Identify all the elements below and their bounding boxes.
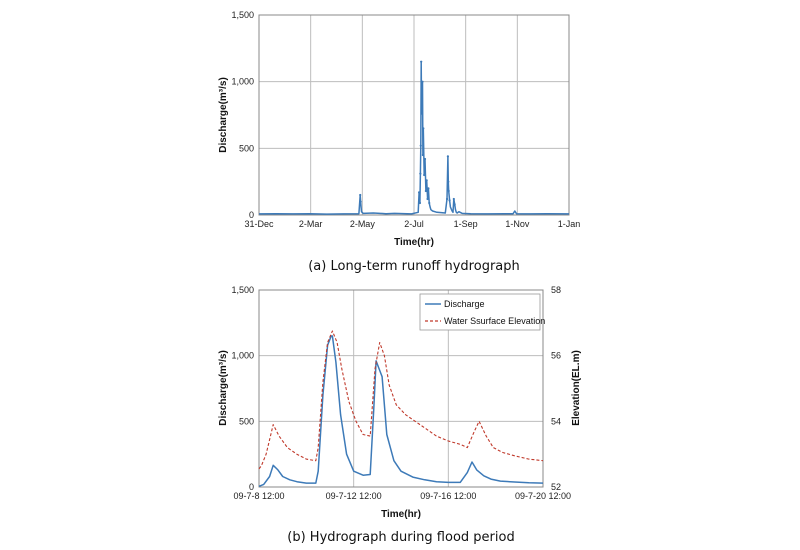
y2-tick-labels: 52 54 56 58 — [551, 285, 561, 492]
data-point — [422, 127, 425, 130]
x-axis-title: Time(hr) — [394, 237, 434, 248]
y-tick-label: 1,500 — [231, 10, 254, 20]
chart-caption: (a) Long-term runoff hydrograph — [308, 259, 520, 274]
series-line-1 — [258, 330, 544, 470]
data-point — [428, 201, 431, 205]
data-point — [448, 199, 451, 202]
data-point — [447, 180, 450, 183]
y2-tick-label: 58 — [551, 285, 561, 295]
data-point — [426, 197, 429, 201]
data-point — [423, 173, 426, 177]
y-tick-labels: 0 500 1,000 1,500 — [231, 285, 254, 492]
plot-frame — [258, 14, 570, 216]
plot-frame — [258, 289, 544, 488]
y2-axis-title: Elevation(EL.m) — [571, 350, 582, 426]
x-tick-label: 09-7-16 12:00 — [420, 491, 476, 501]
series-group — [258, 330, 544, 487]
y-tick-label: 1,500 — [231, 285, 254, 295]
gridlines — [259, 15, 569, 215]
y2-tick-label: 56 — [551, 351, 561, 361]
x-tick-label: 09-7-12 12:00 — [326, 491, 382, 501]
y-tick-label: 0 — [249, 210, 254, 220]
data-point — [419, 144, 422, 147]
data-point — [421, 80, 424, 83]
y2-tick-label: 52 — [551, 482, 561, 492]
data-point — [419, 172, 422, 175]
data-point — [418, 201, 422, 205]
legend-label-discharge: Discharge — [444, 299, 485, 309]
y-tick-label: 0 — [249, 482, 254, 492]
data-point — [446, 155, 449, 158]
x-tick-label: 1-Sep — [454, 219, 478, 229]
data-point — [359, 193, 362, 197]
data-point — [423, 157, 427, 161]
data-point — [421, 153, 424, 157]
y-axis-title: Discharge(m³/s) — [218, 77, 229, 153]
data-point — [452, 197, 455, 201]
y-tick-labels: 0 500 1,000 1,500 — [231, 10, 254, 220]
data-point — [359, 200, 362, 203]
x-tick-label: 1-Nov — [505, 219, 530, 229]
x-tick-label: 09-7-8 12:00 — [233, 491, 284, 501]
data-point — [417, 191, 421, 194]
x-tick-label: 31-Dec — [244, 219, 274, 229]
y2-tick-label: 54 — [551, 416, 561, 426]
x-tick-label: 2-Jul — [404, 219, 424, 229]
data-point — [445, 197, 449, 201]
legend-label-elevation: Water Ssurface Elevation — [444, 316, 545, 326]
legend-box — [419, 293, 541, 331]
x-tick-labels: 31-Dec 2-Mar 2-May 2-Jul 1-Sep 1-Nov 1-Jan — [244, 219, 580, 229]
x-tick-label: 2-Mar — [299, 219, 323, 229]
y-tick-label: 1,000 — [231, 77, 254, 87]
legend: Discharge Water Ssurface Elevation — [419, 293, 545, 331]
runoff-hydrograph-chart: 0 500 1,000 1,500 31-Dec 2-Mar 2-May 2-Jul 1-Se… — [218, 10, 580, 274]
y-axis-title: Discharge(m³/s) — [218, 350, 229, 426]
y-tick-label: 500 — [239, 416, 254, 426]
series-line-0 — [258, 335, 544, 487]
data-point — [447, 189, 450, 193]
data-point — [420, 112, 423, 115]
y-tick-label: 1,000 — [231, 351, 254, 361]
data-point — [425, 179, 428, 182]
x-axis-title: Time(hr) — [381, 509, 421, 520]
x-tick-label: 09-7-20 12:00 — [515, 491, 571, 501]
series-group — [258, 60, 570, 215]
gridlines — [259, 290, 543, 487]
data-point — [453, 203, 456, 206]
x-tick-labels: 09-7-8 12:00 09-7-12 12:00 09-7-16 12:00 09… — [233, 491, 571, 501]
data-point — [420, 60, 423, 63]
x-tick-label: 1-Jan — [558, 219, 581, 229]
data-point — [424, 189, 427, 193]
data-point — [427, 187, 430, 190]
x-tick-label: 2-May — [350, 219, 376, 229]
y-tick-label: 500 — [239, 143, 254, 153]
chart-caption: (b) Hydrograph during flood period — [287, 530, 514, 545]
